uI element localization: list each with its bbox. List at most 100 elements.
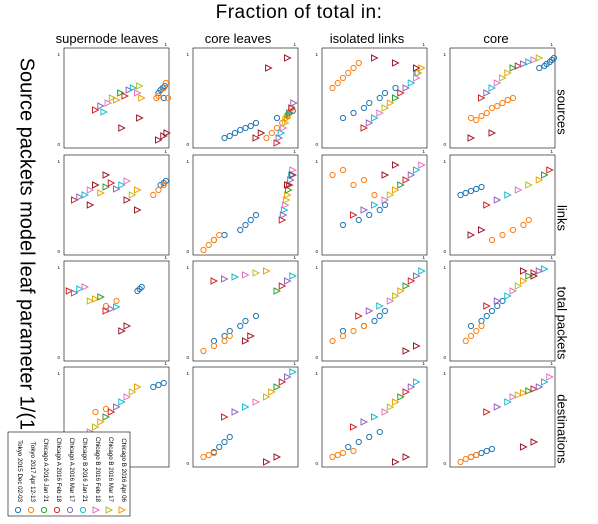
- legend-item-label: Tokyo 2015 Dec 02-03: [16, 440, 23, 502]
- data-point: [478, 183, 485, 191]
- data-point: [92, 295, 100, 303]
- data-point: [535, 54, 544, 62]
- data-point: [221, 413, 229, 421]
- panel-r3-c3: 1 0 1: [443, 361, 556, 468]
- data-point: [407, 79, 416, 87]
- data-point: [413, 166, 421, 174]
- data-point: [134, 383, 142, 391]
- data-point: [128, 191, 137, 199]
- data-point: [160, 181, 167, 189]
- data-point: [350, 423, 358, 431]
- data-point: [205, 451, 212, 459]
- data-point: [473, 451, 480, 459]
- panel-frame: [321, 47, 428, 149]
- data-point: [273, 453, 282, 461]
- data-point: [279, 211, 288, 219]
- data-point: [290, 99, 298, 107]
- data-point: [392, 84, 399, 92]
- data-point: [488, 129, 497, 137]
- data-point: [118, 398, 126, 406]
- data-point: [242, 271, 250, 279]
- data-point: [123, 196, 132, 204]
- tick-label: 0: [443, 142, 446, 147]
- data-point: [541, 265, 549, 273]
- data-point: [467, 231, 476, 239]
- data-point: [273, 287, 282, 295]
- data-point: [392, 161, 400, 169]
- tick-label: 1: [57, 159, 60, 164]
- data-point: [413, 64, 421, 72]
- data-point: [281, 201, 290, 209]
- panel-frame: [449, 154, 556, 256]
- data-point: [242, 403, 250, 411]
- data-point: [117, 89, 125, 97]
- data-point: [102, 183, 111, 191]
- tick-label: 1: [164, 149, 167, 154]
- tick-label: 1: [550, 42, 553, 47]
- data-point: [329, 453, 336, 461]
- data-point: [478, 112, 485, 120]
- data-point: [97, 189, 105, 197]
- legend-frame: [7, 431, 131, 517]
- data-point: [381, 196, 390, 204]
- data-point: [102, 413, 111, 421]
- data-point: [162, 79, 169, 87]
- data-point: [71, 196, 79, 204]
- data-point: [418, 267, 426, 275]
- data-point: [525, 272, 533, 280]
- data-point: [252, 269, 261, 277]
- data-point: [520, 277, 528, 285]
- data-point: [237, 126, 244, 134]
- data-point: [402, 388, 411, 396]
- panel-frame: [449, 260, 556, 362]
- data-point: [397, 287, 405, 295]
- data-point: [27, 506, 35, 514]
- tick-label: 0: [443, 461, 446, 466]
- data-point: [392, 398, 400, 406]
- data-point: [350, 64, 357, 72]
- data-point: [282, 196, 291, 204]
- data-point: [535, 176, 544, 184]
- tick-label: 1: [550, 361, 553, 366]
- data-point: [546, 166, 554, 174]
- data-point: [345, 443, 352, 451]
- data-point: [407, 383, 416, 391]
- data-point: [514, 62, 523, 70]
- data-point: [76, 285, 84, 293]
- legend-item-label: Chicago A 2016 Mar 17: [68, 438, 75, 503]
- data-point: [231, 129, 239, 137]
- data-point: [226, 132, 233, 140]
- data-point: [467, 134, 476, 142]
- legend-item-label: Chicago B 2016 Feb 18: [94, 437, 101, 503]
- tick-label: 1: [57, 371, 60, 376]
- data-point: [247, 332, 255, 340]
- data-point: [221, 337, 228, 345]
- data-point: [509, 226, 517, 234]
- tick-label: 0: [315, 249, 318, 254]
- data-point: [284, 181, 292, 189]
- data-point: [504, 398, 512, 406]
- data-point: [467, 322, 475, 330]
- data-point: [275, 134, 284, 142]
- data-point: [329, 337, 336, 345]
- legend-item-label: Chicago B 2016 Jan 21: [81, 438, 88, 503]
- data-point: [150, 191, 157, 199]
- data-point: [242, 221, 249, 229]
- data-point: [525, 181, 533, 189]
- data-point: [284, 191, 292, 199]
- data-point: [107, 179, 116, 187]
- data-point: [221, 134, 228, 142]
- data-point: [509, 287, 518, 295]
- tick-label: 1: [186, 265, 189, 270]
- data-point: [53, 506, 61, 514]
- data-point: [360, 176, 368, 184]
- data-point: [107, 408, 116, 416]
- panel-r1-c0: 1 0 1: [57, 149, 170, 256]
- data-point: [200, 347, 207, 355]
- data-point: [160, 84, 167, 92]
- data-point: [530, 56, 539, 64]
- data-point: [86, 186, 95, 194]
- data-point: [493, 403, 502, 411]
- data-point: [263, 393, 271, 401]
